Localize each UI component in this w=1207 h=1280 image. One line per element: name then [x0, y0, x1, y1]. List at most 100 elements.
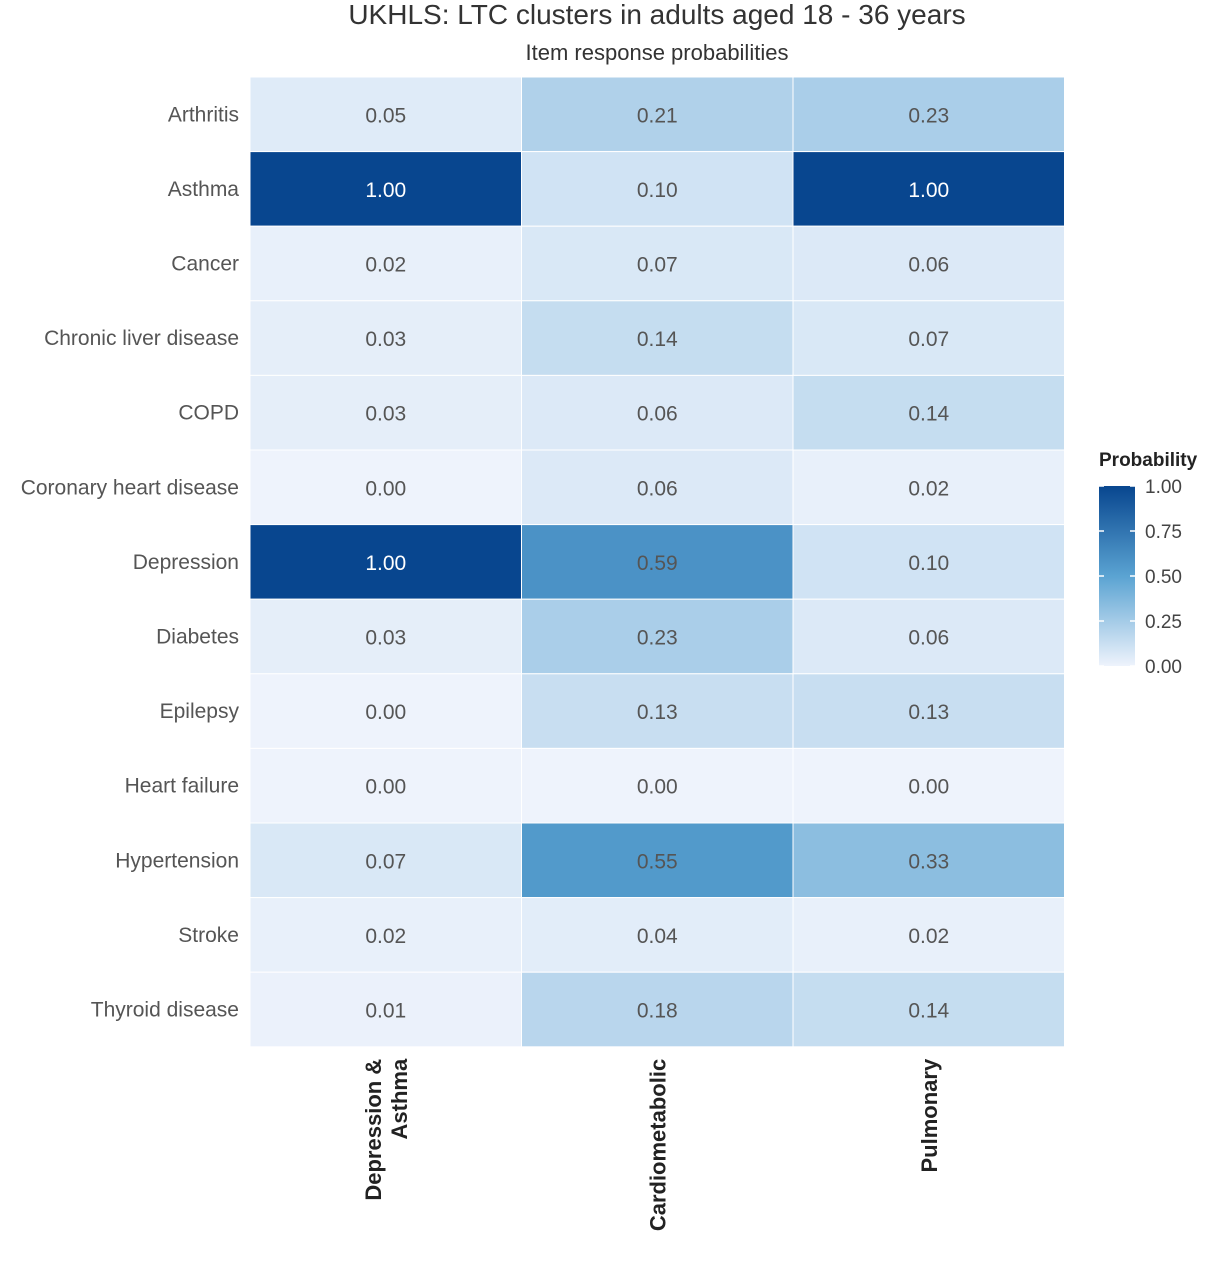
legend-tick-label: 0.25 [1145, 612, 1182, 633]
legend-tick-label: 0.75 [1145, 522, 1182, 543]
cell-value-label: 0.23 [908, 104, 949, 127]
heatmap-cell [792, 300, 1065, 376]
cell-value-label: 0.06 [908, 254, 949, 277]
heatmap-cell [521, 524, 794, 600]
cell-value-label: 0.05 [365, 104, 406, 127]
cell-value-label: 0.07 [908, 328, 949, 351]
heatmap-cell [249, 822, 522, 899]
cell-value-label: 0.02 [908, 925, 949, 948]
legend-tick-label: 0.50 [1145, 567, 1182, 588]
column-labels: Depression & Asthma Cardiometabolic Pulmona… [361, 1058, 942, 1231]
row-label: Heart failure [125, 775, 239, 798]
cell-value-label: 0.03 [365, 403, 406, 426]
heatmap-cell [521, 225, 794, 302]
row-label: Epilepsy [160, 700, 240, 723]
heatmap-cell [792, 747, 1065, 824]
legend-title: Probability [1099, 450, 1198, 471]
cell-value-label: 0.14 [637, 328, 678, 351]
cell-value-label: 0.13 [637, 701, 678, 724]
row-label: Hypertension [115, 849, 239, 872]
heatmap-cell [521, 374, 794, 451]
column-label-line: Depression & [361, 1059, 386, 1201]
cell-value-label: 0.06 [637, 477, 678, 500]
cell-value-label: 0.04 [637, 925, 678, 948]
row-label: Coronary heart disease [21, 476, 239, 499]
heatmap-cell [792, 76, 1065, 153]
heatmap-cell [792, 822, 1065, 899]
heatmap-cell [521, 598, 794, 675]
heatmap-cell [792, 971, 1065, 1048]
row-label: Diabetes [156, 626, 239, 649]
legend-tick-label: 0.00 [1145, 657, 1182, 678]
heatmap-cell [521, 971, 794, 1048]
cell-value-label: 0.00 [908, 776, 949, 799]
heatmap-cell [249, 598, 522, 675]
cell-value-label: 0.02 [908, 477, 949, 500]
column-label-line: Asthma [387, 1058, 412, 1139]
cell-value-label: 0.10 [908, 552, 949, 575]
heatmap-cell [249, 76, 522, 153]
legend-ticks: 1.00 0.75 0.50 0.25 0.00 [1099, 477, 1182, 678]
heatmap-cell [792, 374, 1065, 451]
heatmap-cell [792, 673, 1065, 749]
cell-value-label: 1.00 [908, 179, 949, 202]
row-label: Depression [133, 551, 239, 574]
heatmap-cells: 0.05 0.21 0.23 1.00 0.10 1.00 0.02 0.07 0.06 0.03… [249, 76, 1065, 1048]
cell-value-label: 1.00 [365, 179, 406, 202]
cell-value-label: 0.02 [365, 925, 406, 948]
cell-value-label: 0.21 [637, 104, 678, 127]
cell-value-label: 0.03 [365, 627, 406, 650]
cell-value-label: 0.00 [637, 776, 678, 799]
legend: Probability 1.00 0.75 0.50 0.25 0.00 [1099, 450, 1198, 678]
column-label-line: Cardiometabolic [645, 1059, 670, 1231]
cell-value-label: 1.00 [365, 552, 406, 575]
cell-value-label: 0.18 [637, 1000, 678, 1023]
cell-value-label: 0.23 [637, 627, 678, 650]
heatmap-cell [521, 76, 794, 153]
cell-value-label: 0.07 [637, 254, 678, 277]
legend-colorbar [1099, 486, 1135, 666]
cell-value-label: 0.03 [365, 328, 406, 351]
heatmap-cell [249, 747, 522, 824]
cell-value-label: 0.06 [908, 627, 949, 650]
row-label: Asthma [168, 178, 240, 201]
heatmap-cell [792, 449, 1065, 526]
heatmap-cell [521, 747, 794, 824]
row-label: COPD [178, 402, 239, 425]
cell-value-label: 0.02 [365, 254, 406, 277]
heatmap-cell [249, 524, 522, 600]
heatmap-cell [249, 300, 522, 376]
row-label: Stroke [178, 924, 239, 947]
row-label: Cancer [171, 253, 239, 276]
cell-value-label: 0.33 [908, 850, 949, 873]
cell-value-label: 0.59 [637, 552, 678, 575]
heatmap-cell [792, 151, 1065, 227]
heatmap-cell [249, 449, 522, 526]
row-label: Thyroid disease [91, 999, 239, 1022]
heatmap-cell [792, 598, 1065, 675]
row-label: Chronic liver disease [44, 327, 239, 350]
legend-tick-label: 1.00 [1145, 477, 1182, 498]
heatmap-cell [521, 897, 794, 973]
cell-value-label: 0.01 [365, 1000, 406, 1023]
cell-value-label: 0.00 [365, 701, 406, 724]
heatmap-cell [249, 971, 522, 1048]
column-label: Depression & Asthma [361, 1058, 412, 1201]
cell-value-label: 0.14 [908, 403, 949, 426]
chart-subtitle: Item response probabilities [526, 40, 789, 65]
heatmap-cell [249, 673, 522, 749]
cell-value-label: 0.07 [365, 850, 406, 873]
row-label: Arthritis [168, 103, 239, 126]
cell-value-label: 0.10 [637, 179, 678, 202]
column-label: Cardiometabolic [645, 1059, 670, 1231]
cell-value-label: 0.14 [908, 1000, 949, 1023]
heatmap-cell [521, 151, 794, 227]
cell-value-label: 0.00 [365, 477, 406, 500]
cell-value-label: 0.55 [637, 850, 678, 873]
column-label-line: Pulmonary [917, 1058, 942, 1172]
heatmap-cell [792, 524, 1065, 600]
heatmap-cell [521, 449, 794, 526]
heatmap-cell [249, 374, 522, 451]
cell-value-label: 0.13 [908, 701, 949, 724]
